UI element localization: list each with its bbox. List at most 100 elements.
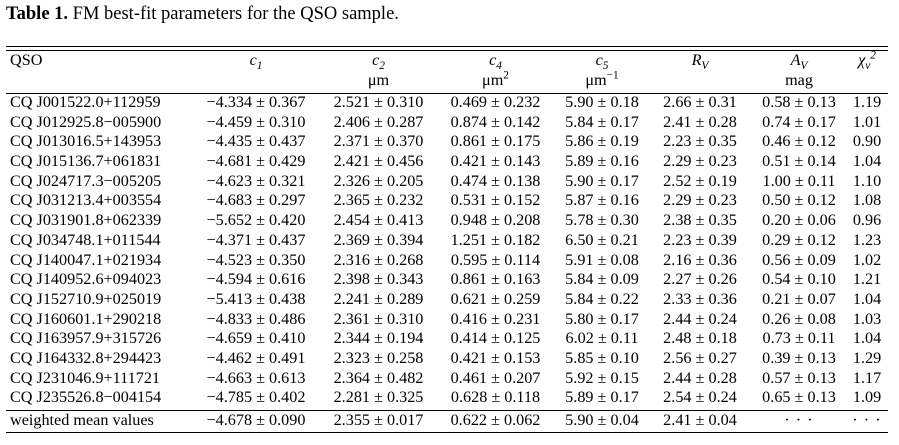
cell-av: 0.21 ± 0.07 [762,289,836,308]
table-caption-text: FM best-fit parameters for the QSO sampl… [68,4,399,24]
header-av: AV mag [751,51,847,90]
table-row: CQ J140047.1+021934 −4.523 ± 0.350 2.316 ±… [6,251,888,271]
cell-qso: CQ J164332.8+294423 [10,348,162,367]
cell-rv: 2.23 ± 0.39 [663,230,737,249]
header-c1: c1 [196,51,316,72]
cell-c4: 0.416 ± 0.231 [450,309,541,328]
mean-rv: 2.41 ± 0.04 [663,411,737,429]
table-row: CQ J034748.1+011544 −4.371 ± 0.437 2.369 ±… [6,231,888,251]
cell-chi: 1.10 [852,171,882,190]
header-c5-unit: μm−1 [585,69,619,89]
cell-c4: 0.461 ± 0.207 [450,368,541,387]
cell-chi: 1.09 [852,388,882,407]
bottom-rule [6,432,888,433]
cell-rv: 2.66 ± 0.31 [663,93,737,111]
cell-rv: 2.56 ± 0.27 [663,348,737,367]
cell-chi: 1.04 [852,329,882,348]
cell-av: 0.20 ± 0.06 [762,211,836,230]
cell-rv: 2.29 ± 0.23 [663,191,737,210]
cell-av: 0.57 ± 0.13 [762,368,836,387]
cell-chi: 1.29 [852,348,882,367]
cell-qso: CQ J163957.9+315726 [10,329,162,348]
cell-qso: CQ J013016.5+143953 [10,132,162,151]
cell-c4: 0.531 ± 0.152 [450,191,541,210]
header-c2-symbol: c2 [372,51,385,73]
cell-chi: 1.19 [852,93,882,111]
cell-chi: 0.96 [852,211,882,230]
cell-c2: 2.281 ± 0.325 [333,388,424,407]
cell-qso: CQ J152710.9+025019 [10,289,162,308]
header-qso: QSO [10,51,42,70]
cell-chi: 0.90 [852,132,882,151]
mean-row-rule [6,410,888,411]
cell-c2: 2.398 ± 0.343 [333,270,424,289]
table-row: CQ J015136.7+061831 −4.681 ± 0.429 2.421 ±… [6,152,888,172]
cell-chi: 1.04 [852,289,882,308]
cell-av: 0.74 ± 0.17 [762,112,836,131]
cell-c1: −4.459 ± 0.310 [206,112,306,131]
cell-rv: 2.52 ± 0.19 [663,171,737,190]
table-row: CQ J160601.1+290218 −4.833 ± 0.486 2.361 ±… [6,310,888,330]
cell-c5: 5.84 ± 0.17 [565,112,639,131]
cell-c2: 2.241 ± 0.289 [333,289,424,308]
cell-rv: 2.44 ± 0.24 [663,309,737,328]
cell-c2: 2.364 ± 0.482 [333,368,424,387]
table-row: CQ J235526.8−004154 −4.785 ± 0.402 2.281 ±… [6,388,888,408]
mean-chi: · · · [852,411,882,429]
cell-rv: 2.48 ± 0.18 [663,329,737,348]
cell-c4: 0.414 ± 0.125 [450,329,541,348]
header-av-unit: mag [785,71,813,89]
header-rule [6,93,888,94]
table-row: CQ J031901.8+062339 −5.652 ± 0.420 2.454 ±… [6,211,888,231]
cell-c2: 2.421 ± 0.456 [333,152,424,171]
cell-c2: 2.521 ± 0.310 [333,93,424,111]
cell-c2: 2.326 ± 0.205 [333,171,424,190]
cell-chi: 1.03 [852,309,882,328]
cell-qso: CQ J012925.8−005900 [10,112,162,131]
cell-av: 0.39 ± 0.13 [762,348,836,367]
cell-c5: 5.85 ± 0.10 [565,348,639,367]
mean-c4: 0.622 ± 0.062 [450,411,541,429]
cell-av: 0.51 ± 0.14 [762,152,836,171]
cell-qso: CQ J140952.6+094023 [10,270,162,289]
header-c2-unit: μm [367,71,390,89]
cell-qso: CQ J231046.9+111721 [10,368,161,387]
table-row: CQ J231046.9+111721 −4.663 ± 0.613 2.364 ±… [6,369,888,389]
table-body: CQ J001522.0+112959 −4.334 ± 0.367 2.521 ±… [6,93,888,408]
cell-qso: CQ J031213.4+003554 [10,191,162,210]
cell-c5: 5.90 ± 0.17 [565,171,639,190]
cell-c2: 2.369 ± 0.394 [333,230,424,249]
cell-c5: 5.78 ± 0.30 [565,211,639,230]
cell-c5: 5.84 ± 0.09 [565,270,639,289]
cell-chi: 1.01 [852,112,882,131]
cell-c4: 0.595 ± 0.114 [450,250,541,269]
cell-c1: −5.413 ± 0.438 [206,289,306,308]
header-rv-symbol: RV [691,51,709,73]
table-row: CQ J163957.9+315726 −4.659 ± 0.410 2.344 ±… [6,329,888,349]
cell-c1: −4.683 ± 0.297 [206,191,306,210]
cell-rv: 2.16 ± 0.36 [663,250,737,269]
top-rule-2 [6,50,888,51]
cell-c1: −4.681 ± 0.429 [206,152,306,171]
cell-c5: 5.90 ± 0.18 [565,93,639,111]
cell-qso: CQ J024717.3−005205 [10,171,162,190]
cell-rv: 2.33 ± 0.36 [663,289,737,308]
cell-c1: −4.663 ± 0.613 [206,368,306,387]
cell-c4: 0.474 ± 0.138 [450,171,541,190]
cell-qso: CQ J140047.1+021934 [10,250,162,269]
cell-c1: −4.462 ± 0.491 [206,348,306,367]
cell-c2: 2.371 ± 0.370 [333,132,424,151]
cell-av: 0.54 ± 0.10 [762,270,836,289]
table-row: CQ J024717.3−005205 −4.623 ± 0.321 2.326 ±… [6,172,888,192]
table-row: CQ J152710.9+025019 −5.413 ± 0.438 2.241 ±… [6,290,888,310]
cell-c5: 5.87 ± 0.16 [565,191,639,210]
header-c2: c2 μm [321,51,436,90]
cell-chi: 1.02 [852,250,882,269]
cell-qso: CQ J031901.8+062339 [10,211,162,230]
cell-c4: 0.861 ± 0.175 [450,132,541,151]
cell-c1: −4.833 ± 0.486 [206,309,306,328]
cell-av: 0.56 ± 0.09 [762,250,836,269]
cell-c2: 2.454 ± 0.413 [333,211,424,230]
cell-c4: 0.421 ± 0.143 [450,152,541,171]
cell-c2: 2.365 ± 0.232 [333,191,424,210]
